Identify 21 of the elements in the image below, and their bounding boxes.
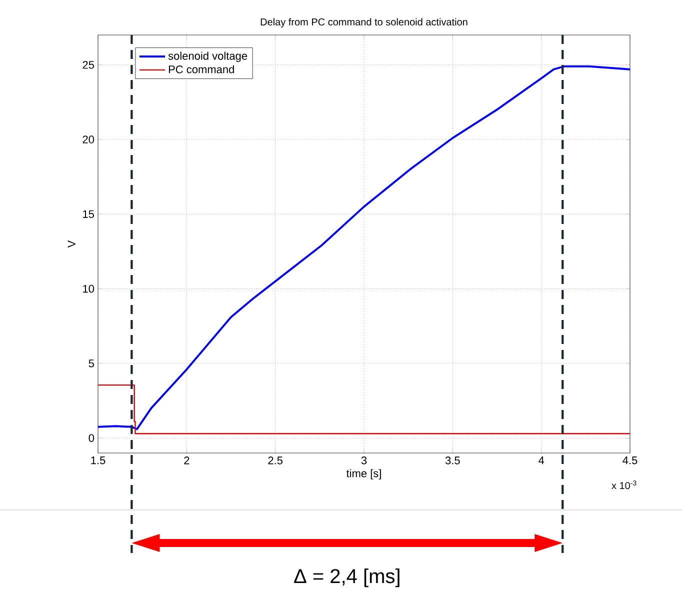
x-tick-label: 3.5 bbox=[445, 456, 460, 464]
legend-label: solenoid voltage bbox=[168, 52, 248, 62]
y-tick-label: 15 bbox=[83, 210, 94, 218]
y-tick-label: 10 bbox=[83, 284, 94, 293]
y-axis-title: V bbox=[68, 240, 76, 248]
y-tick-label: 25 bbox=[82, 60, 94, 69]
y-tick-label: 5 bbox=[88, 360, 94, 368]
x-tick-label: 2.5 bbox=[268, 456, 283, 464]
x-tick-label: 3 bbox=[361, 456, 367, 464]
chart-title: Delay from PC command to solenoid activation bbox=[260, 18, 468, 28]
x-tick-label: 4 bbox=[538, 456, 544, 464]
y-tick-label: 0 bbox=[88, 434, 94, 442]
line-series bbox=[97, 65, 632, 430]
text: Δ = 2,4 [ms] bbox=[294, 568, 400, 588]
x-tick-label: 2 bbox=[184, 456, 190, 464]
x-axis-title: time [s] bbox=[346, 469, 381, 480]
text: x 10$^{-3}$ bbox=[612, 480, 636, 490]
x-tick-label: 4.5 bbox=[622, 456, 638, 464]
legend-label: PC command bbox=[168, 65, 234, 74]
x-tick-label: 1.5 bbox=[91, 456, 106, 464]
y-tick-label: 20 bbox=[82, 136, 94, 144]
